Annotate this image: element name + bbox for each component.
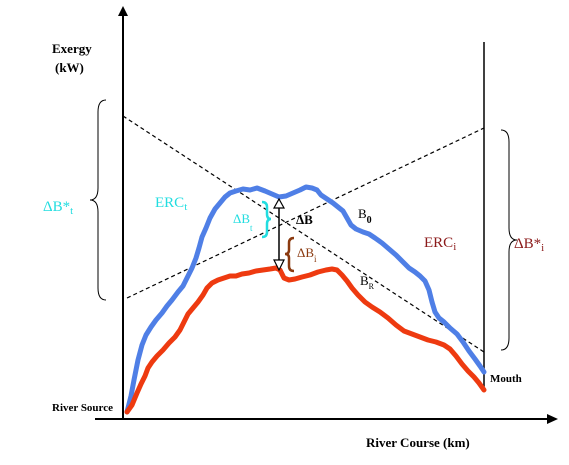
delta-b-star-i-main: ΔB* <box>514 236 541 252</box>
y-axis-label-line1: Exergy <box>52 41 92 56</box>
br-curve <box>124 265 487 415</box>
delta-bt-brace <box>261 200 272 239</box>
delta-bt-main: ΔB <box>233 211 250 226</box>
erc-i-label: ERCi <box>424 235 456 253</box>
x-axis-label: River Course (km) <box>366 435 470 450</box>
erc-t-sub: t <box>184 201 187 213</box>
delta-b-star-i-sub: i <box>541 242 544 254</box>
mouth-label: Mouth <box>490 373 522 385</box>
delta-b-star-t-label: ΔB*t <box>43 199 73 217</box>
origin-label: River Source <box>52 402 113 414</box>
b0-sub: 0 <box>367 215 372 226</box>
b0-curve <box>124 184 487 415</box>
y-axis-label-line2: (kW) <box>55 60 84 75</box>
delta-bt-label: ΔBt <box>233 211 253 233</box>
br-label: BR <box>360 273 375 291</box>
delta-bi-sub: i <box>314 254 317 264</box>
delta-bt-sub: t <box>250 223 253 233</box>
delta-b-arrow-bottom-head <box>273 259 285 272</box>
erc-i-main: ERC <box>424 235 453 251</box>
delta-b-arrow-top-head <box>272 197 286 209</box>
b0-main: B <box>358 206 367 221</box>
delta-bi-brace <box>284 236 295 273</box>
erc-t-main: ERC <box>155 195 184 211</box>
delta-bi-label: ΔBi <box>297 245 317 264</box>
b0-label: B0 <box>358 206 372 226</box>
erc-t-label: ERCt <box>155 195 187 213</box>
dashed-line-descending <box>122 115 485 353</box>
delta-b-label: ΔB <box>296 212 313 227</box>
br-sub: R <box>369 282 375 291</box>
delta-b-star-t-sub: t <box>70 205 73 217</box>
x-axis-arrowhead <box>547 414 558 424</box>
erc-i-sub: i <box>453 241 456 253</box>
delta-b-star-t-main: ΔB* <box>43 199 70 215</box>
delta-b-star-i-brace <box>500 129 518 351</box>
br-main: B <box>360 273 369 288</box>
delta-bi-main: ΔB <box>297 245 314 260</box>
y-axis-arrowhead <box>118 6 128 16</box>
delta-b-star-t-brace <box>89 99 107 301</box>
dashed-line-ascending <box>126 127 485 299</box>
delta-b-star-i-label: ΔB*i <box>514 236 544 254</box>
